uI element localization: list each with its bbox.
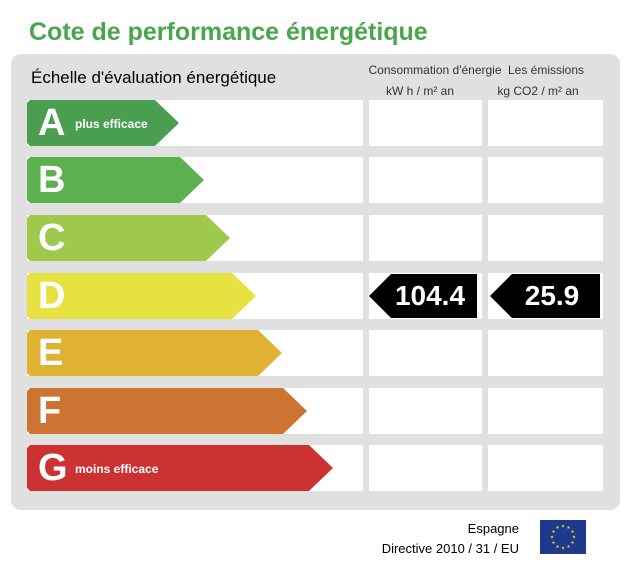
footer-country: Espagne: [467, 521, 519, 536]
rating-letter: B: [38, 159, 66, 201]
rating-row-emissions-cell: [488, 157, 603, 203]
rating-letter: A: [38, 102, 66, 144]
rating-letter: C: [38, 217, 66, 259]
rating-arrow-shape: [27, 330, 282, 376]
rating-arrow-shape: [27, 100, 179, 146]
rating-arrow-shape: [27, 157, 204, 203]
consumption-indicator: 104.4: [369, 274, 477, 318]
eu-star: [561, 524, 565, 528]
footer-directive: Directive 2010 / 31 / EU: [381, 541, 519, 556]
consumption-header-line2: kW h / m² an: [385, 84, 454, 98]
rating-row-emissions-cell: [488, 215, 603, 261]
eu-star: [551, 540, 556, 544]
rating-arrow-e: E: [27, 330, 282, 376]
rating-row-consumption-cell: [369, 330, 482, 376]
rating-sublabel: plus efficace: [75, 117, 148, 131]
eu-star: [550, 535, 554, 539]
eu-star: [555, 525, 560, 529]
rating-arrow-b: B: [27, 157, 204, 203]
rating-sublabel: moins efficace: [75, 462, 159, 476]
rating-row-consumption-cell: [369, 388, 482, 434]
eu-star: [551, 529, 556, 533]
scale-title: Échelle d'évaluation énergétique: [31, 68, 277, 87]
rating-row-consumption-cell: [369, 215, 482, 261]
eu-star: [566, 544, 571, 548]
rating-row-emissions-cell: [488, 100, 603, 146]
rating-arrow-shape: [27, 445, 333, 491]
eu-star: [555, 544, 560, 548]
rating-arrow-f: F: [27, 388, 307, 434]
rating-arrow-shape: [27, 388, 307, 434]
emissions-value: 25.9: [524, 280, 580, 311]
consumption-header-line1: Consommation d'énergie: [368, 63, 502, 77]
rating-arrow-d: D: [27, 273, 256, 319]
eu-star: [570, 540, 575, 544]
rating-row-emissions-cell: [488, 388, 603, 434]
emissions-header-line1: Les émissions: [507, 63, 585, 77]
rating-letter: G: [38, 447, 68, 489]
emissions-header-line2: kg CO2 / m² an: [497, 84, 579, 98]
eu-star: [572, 535, 576, 539]
rating-arrow-c: C: [27, 215, 230, 261]
rating-row-consumption-cell: [369, 100, 482, 146]
eu-star: [566, 525, 571, 529]
rating-arrow-shape: [27, 273, 256, 319]
page-title: Cote de performance énergétique: [29, 18, 428, 46]
emissions-indicator: 25.9: [490, 274, 600, 318]
rating-row-consumption-cell: [369, 157, 482, 203]
rating-row-emissions-cell: [488, 445, 603, 491]
rating-letter: F: [38, 390, 62, 432]
rating-arrow-shape: [27, 215, 230, 261]
eu-star: [570, 529, 575, 533]
consumption-value: 104.4: [394, 280, 466, 311]
eu-flag-icon: [540, 520, 586, 554]
eu-star: [561, 546, 565, 550]
rating-row-emissions-cell: [488, 330, 603, 376]
rating-letter: E: [38, 332, 64, 374]
rating-letter: D: [38, 275, 66, 317]
rating-row-consumption-cell: [369, 445, 482, 491]
